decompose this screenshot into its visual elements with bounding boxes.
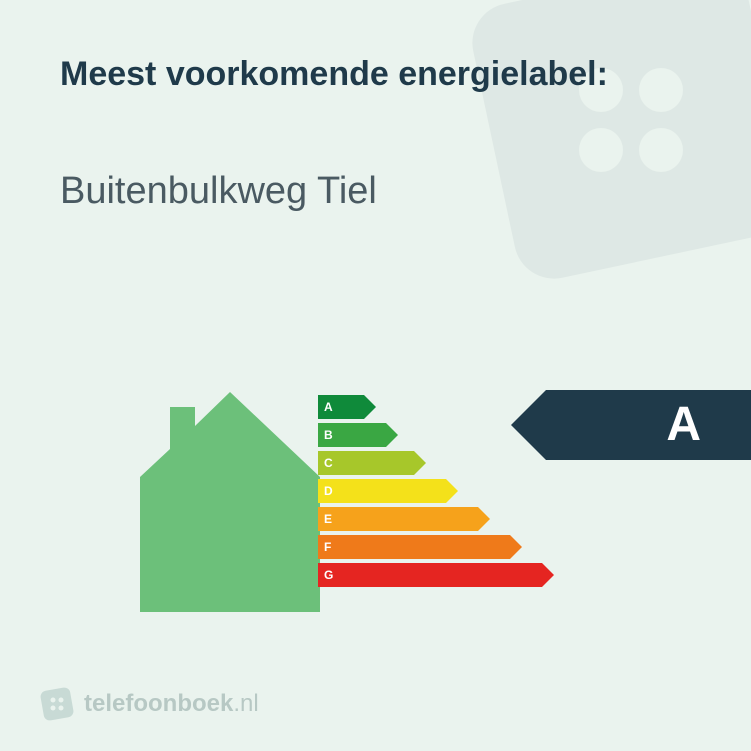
telefoonboek-icon [40,687,74,721]
footer-brand-text: telefoonboek.nl [84,690,259,718]
footer-brand-light: .nl [233,690,258,717]
energy-bar-label: D [324,479,333,503]
energy-bar-label: G [324,563,333,587]
energy-bar-shape [318,535,522,559]
energy-bar-label: C [324,451,333,475]
badge-letter: A [666,390,701,460]
energy-bar-label: F [324,535,331,559]
page-title: Meest voorkomende energielabel: [60,55,608,94]
location-name: Buitenbulkweg Tiel [60,170,377,213]
energy-bar-shape [318,451,426,475]
energy-bar-label: A [324,395,333,419]
energy-bar-label: B [324,423,333,447]
selected-energy-label-badge: A [511,390,751,460]
badge-shape [511,390,751,460]
footer-logo: telefoonboek.nl [40,687,259,721]
energy-bar-label: E [324,507,332,531]
footer-brand-bold: telefoonboek [84,690,233,717]
energy-bar-shape [318,507,490,531]
house-icon [140,392,320,612]
energy-bar-shape [318,563,554,587]
energy-bar-shape [318,479,458,503]
background-watermark [431,0,751,320]
